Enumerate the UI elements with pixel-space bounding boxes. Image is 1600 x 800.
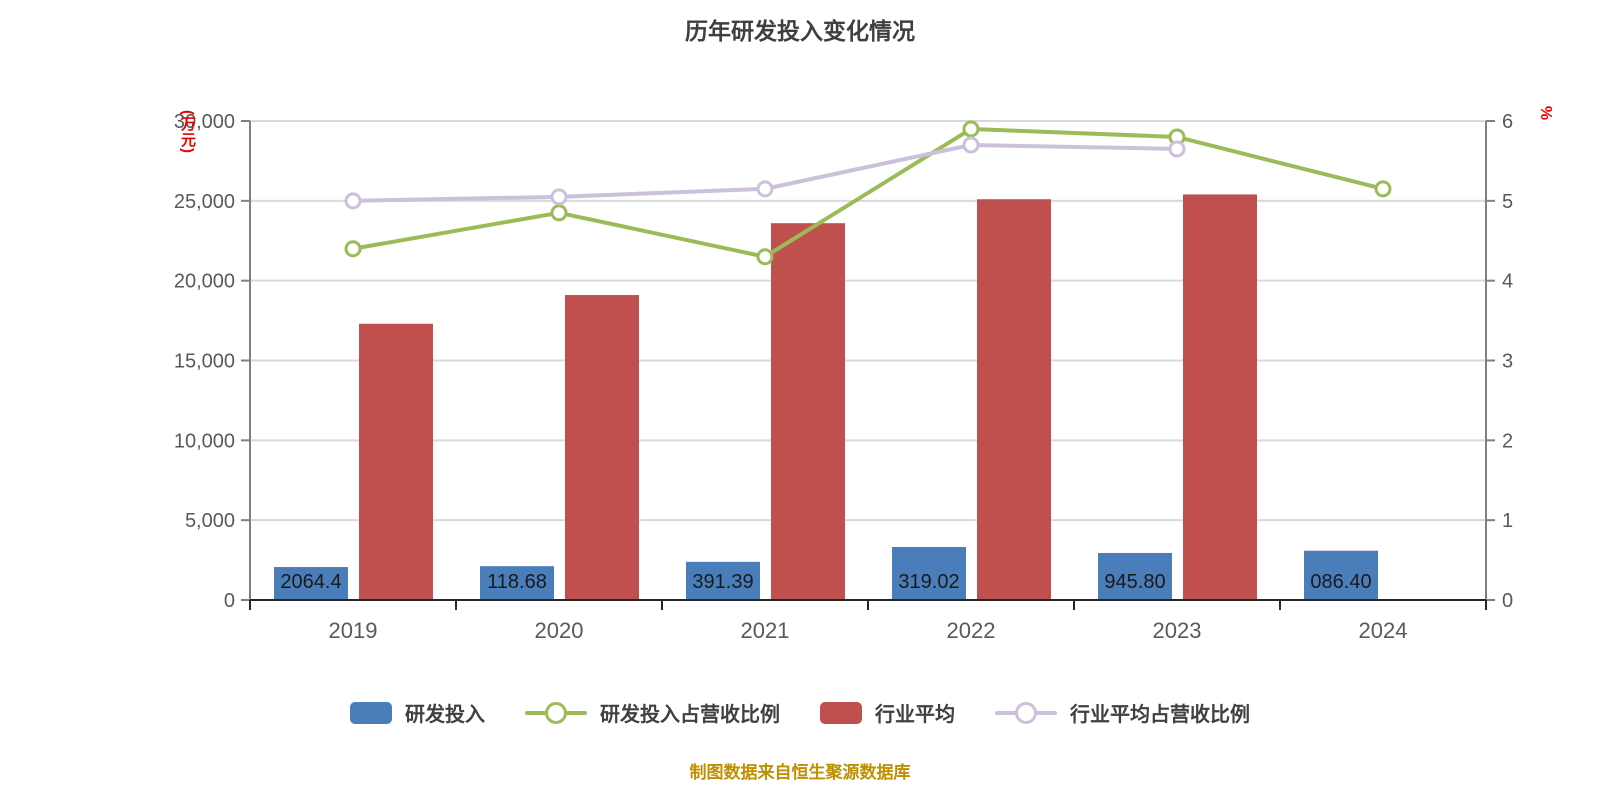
y-right-tick-label: 5 — [1502, 191, 1513, 213]
line-rd-ratio — [352, 126, 1384, 259]
x-axis-label-2023: 2023 — [1153, 618, 1202, 643]
line-marker-icon — [1015, 701, 1037, 724]
y-left-tick-label: 15,000 — [174, 351, 235, 373]
y-right-tick-label: 0 — [1502, 590, 1513, 612]
bar-rd-investment-2024 — [1304, 550, 1378, 600]
x-axis-label-2019: 2019 — [329, 618, 378, 643]
bar-value-label-2023: 945.80 — [1104, 571, 1165, 593]
legend: 研发投入 研发投入占营收比例 行业平均 行业平均占营收比例 — [0, 698, 1600, 727]
chart-title: 历年研发投入变化情况 — [685, 18, 915, 44]
legend-label: 研发投入 — [405, 704, 485, 726]
legend-item-rd-investment[interactable]: 研发投入 — [350, 698, 485, 727]
legend-label: 行业平均 — [875, 704, 955, 726]
bar-value-label-2021: 391.39 — [692, 571, 753, 593]
point-industry-avg-ratio-2019 — [344, 192, 362, 210]
legend-item-industry-avg[interactable]: 行业平均 — [820, 698, 955, 727]
bar-value-label-2019: 2064.4 — [280, 571, 341, 593]
right-axis-unit: % — [1537, 105, 1555, 121]
y-right-tick-label: 1 — [1502, 510, 1513, 532]
point-rd-ratio-2022 — [962, 120, 980, 138]
y-right-tick-label: 2 — [1502, 430, 1513, 452]
bar-rd-investment-2020 — [480, 566, 554, 600]
bar-industry-avg-2023 — [1183, 194, 1257, 601]
point-rd-ratio-2021 — [756, 248, 774, 266]
line-swatch-icon — [525, 701, 587, 724]
bar-rd-investment-2021 — [686, 561, 760, 600]
y-right-tick-label: 3 — [1502, 351, 1513, 373]
y-left-tick-label: 30,000 — [174, 111, 235, 133]
x-axis-label-2024: 2024 — [1359, 618, 1408, 643]
y-left-tick-label: 20,000 — [174, 271, 235, 293]
bar-value-label-2020: 118.68 — [487, 571, 547, 593]
y-right-tick-label: 6 — [1502, 111, 1513, 133]
bar-industry-avg-2019 — [359, 323, 433, 600]
y-left-tick-label: 25,000 — [174, 191, 235, 213]
x-axis-label-2022: 2022 — [947, 618, 996, 643]
bar-swatch-icon — [820, 701, 862, 724]
x-axis-label-2021: 2021 — [741, 618, 790, 643]
y-right-tick-label: 4 — [1502, 271, 1513, 293]
left-axis-unit: (万元) — [179, 110, 196, 154]
data-source-caption: 制图数据来自恒生聚源数据库 — [689, 763, 911, 782]
bar-rd-investment-2019 — [274, 567, 348, 600]
legend-item-industry-avg-ratio[interactable]: 行业平均占营收比例 — [995, 698, 1250, 727]
x-axis-label-2020: 2020 — [535, 618, 584, 643]
point-rd-ratio-2020 — [550, 204, 568, 222]
point-industry-avg-ratio-2022 — [962, 136, 980, 154]
bar-rd-investment-2023 — [1098, 552, 1172, 600]
bar-industry-avg-2022 — [977, 199, 1051, 600]
legend-item-rd-ratio[interactable]: 研发投入占营收比例 — [525, 698, 780, 727]
point-industry-avg-ratio-2020 — [550, 188, 568, 206]
bar-rd-investment-2022 — [892, 547, 966, 600]
point-rd-ratio-2024 — [1374, 180, 1392, 198]
y-left-tick-label: 10,000 — [174, 430, 235, 452]
point-industry-avg-ratio-2023 — [1168, 140, 1186, 158]
legend-label: 研发投入占营收比例 — [600, 704, 780, 726]
bar-value-label-2024: 086.40 — [1310, 571, 1371, 593]
bar-industry-avg-2020 — [565, 295, 639, 600]
line-marker-icon — [545, 701, 567, 724]
y-left-tick-label: 0 — [224, 590, 235, 612]
bar-industry-avg-2021 — [771, 223, 845, 601]
legend-label: 行业平均占营收比例 — [1070, 704, 1250, 726]
y-left-tick-label: 5,000 — [185, 510, 235, 532]
bar-value-label-2022: 319.02 — [898, 571, 959, 593]
point-industry-avg-ratio-2021 — [756, 180, 774, 198]
bar-swatch-icon — [350, 701, 392, 724]
line-swatch-icon — [995, 701, 1057, 724]
point-rd-ratio-2019 — [344, 240, 362, 258]
